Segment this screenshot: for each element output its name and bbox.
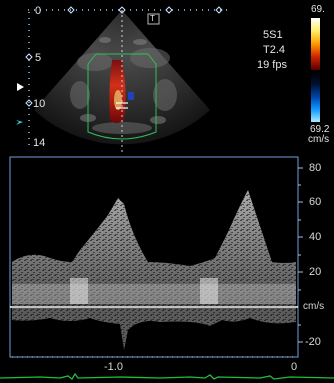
depth-label-10: 10	[33, 98, 46, 110]
velocity-label-60: 60	[309, 196, 322, 208]
color-scale-positive	[311, 18, 320, 70]
time-label-0: 0	[291, 361, 298, 373]
color-scale-bottom-value: 69.2	[310, 124, 330, 135]
pointer-marker	[16, 120, 23, 125]
velocity-label-neg20: -20	[305, 336, 321, 348]
color-scale-negative	[311, 72, 320, 122]
velocity-label-20: 20	[309, 266, 322, 278]
depth-label-5: 5	[35, 52, 42, 64]
velocity-unit: cm/s	[303, 301, 325, 312]
color-scale-top-value: 69.	[311, 4, 325, 15]
color-box-outline	[87, 53, 157, 140]
focus-marker	[17, 83, 24, 91]
velocity-label-40: 40	[309, 231, 322, 243]
depth-label-14: 14	[33, 137, 46, 149]
time-label-minus1: -1.0	[104, 361, 123, 373]
color-scale-unit: cm/s	[308, 134, 330, 145]
depth-label-0: 0	[35, 5, 42, 17]
ecg-trace	[0, 372, 334, 380]
frame-rate-label: 19 fps	[257, 59, 287, 71]
orientation-marker: T	[150, 14, 155, 23]
sector-image	[16, 6, 232, 155]
probe-label: 5S1	[263, 29, 283, 41]
velocity-label-80: 80	[309, 162, 322, 174]
tissue-label: T2.4	[263, 44, 286, 56]
